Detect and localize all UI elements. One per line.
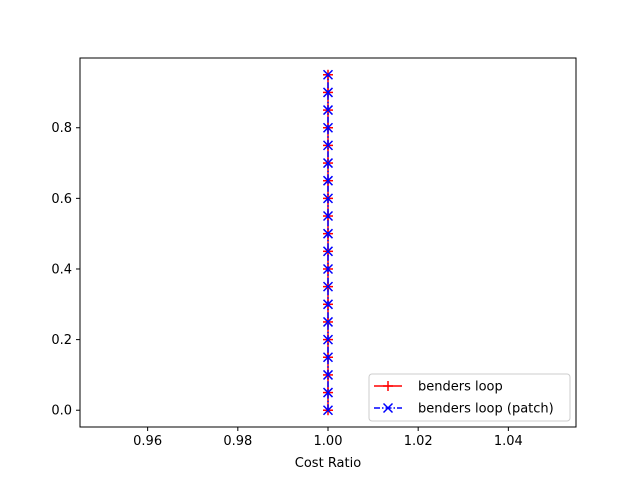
series-2-point xyxy=(322,87,334,98)
series-2-point xyxy=(322,175,334,186)
x-marker xyxy=(322,228,334,239)
y-tick-label: 0.6 xyxy=(51,192,72,207)
x-axis-label: Cost Ratio xyxy=(295,456,361,471)
y-tick-label: 0.4 xyxy=(51,262,72,277)
series-2-point xyxy=(322,334,334,345)
x-marker xyxy=(322,122,334,133)
series-2-point xyxy=(322,316,334,327)
x-marker xyxy=(322,140,334,151)
series-2-point xyxy=(322,263,334,275)
series-layer xyxy=(322,69,334,416)
plot-frame xyxy=(79,57,577,428)
x-marker xyxy=(322,369,334,380)
series-2 xyxy=(322,69,334,416)
x-marker xyxy=(382,402,394,414)
x-marker xyxy=(322,69,334,80)
y-tick-label: 0.0 xyxy=(51,404,72,419)
x-marker xyxy=(322,175,334,186)
series-2-point xyxy=(322,299,334,310)
series-2-point xyxy=(322,122,334,133)
y-tick-label: 0.8 xyxy=(51,121,72,136)
series-2-point xyxy=(322,387,334,398)
series-2-point xyxy=(322,69,334,80)
series-2-point xyxy=(322,210,334,222)
series-2-point xyxy=(322,140,334,151)
legend: benders loop benders loop (patch) xyxy=(368,373,571,422)
series-2-point xyxy=(322,193,334,204)
legend-label: benders loop (patch) xyxy=(418,402,554,417)
x-marker xyxy=(322,316,334,327)
x-marker xyxy=(322,405,334,416)
x-marker xyxy=(322,105,334,116)
x-marker xyxy=(322,299,334,310)
x-tick-label: 1.04 xyxy=(494,434,523,449)
x-marker xyxy=(322,210,334,222)
series-2-point xyxy=(322,405,334,416)
x-marker xyxy=(322,193,334,204)
series-2-point xyxy=(322,158,334,169)
series-2-point xyxy=(322,281,334,292)
x-marker xyxy=(322,87,334,98)
series-2-point xyxy=(322,105,334,116)
x-marker xyxy=(322,158,334,169)
x-marker xyxy=(322,334,334,345)
legend-box xyxy=(368,373,571,422)
y-tick-label: 0.2 xyxy=(51,333,72,348)
x-marker xyxy=(322,263,334,275)
legend-label: benders loop xyxy=(418,380,503,395)
x-tick-label: 0.96 xyxy=(133,434,162,449)
series-2-point xyxy=(322,369,334,380)
x-marker xyxy=(322,352,334,363)
x-marker xyxy=(322,281,334,292)
legend-item-2: benders loop (patch) xyxy=(374,402,554,417)
x-tick-label: 1.00 xyxy=(314,434,343,449)
series-2-point xyxy=(322,352,334,363)
x-marker xyxy=(322,387,334,398)
x-tick-label: 1.02 xyxy=(404,434,433,449)
series-2-point xyxy=(322,246,334,257)
ticks-layer: 0.96 0.98 1.00 1.02 1.04 0.0 0.2 0.4 0.6 0.8 xyxy=(51,121,523,449)
series-2-point xyxy=(322,228,334,239)
x-tick-label: 0.98 xyxy=(223,434,252,449)
legend-item-1: benders loop xyxy=(374,380,503,395)
x-marker xyxy=(322,246,334,257)
